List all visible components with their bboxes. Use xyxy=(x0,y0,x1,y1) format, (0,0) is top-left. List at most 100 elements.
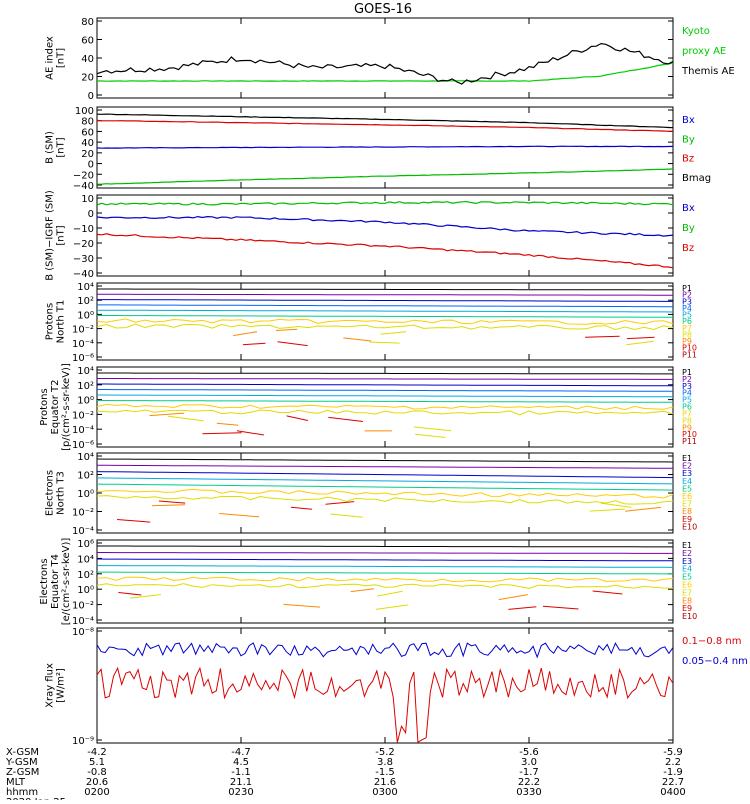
legend-label: P1 xyxy=(682,284,692,293)
y-tick-label: 20 xyxy=(81,73,94,84)
noisy-channel-segment xyxy=(330,513,363,518)
legend-label: P6 xyxy=(682,317,692,326)
channel-line xyxy=(97,288,673,291)
y-tick-label: 10² xyxy=(77,296,94,307)
field-series-line xyxy=(96,113,674,129)
y-tick-label: 10⁻⁹ xyxy=(72,736,94,747)
noisy-channel-segment xyxy=(343,337,372,342)
footer-value: -1.1 xyxy=(231,767,251,778)
footer-value: 0400 xyxy=(660,787,685,798)
legend-label: P9 xyxy=(682,423,692,432)
legend-label: E1 xyxy=(682,454,692,463)
y-axis-label: Electrons xyxy=(39,558,50,604)
noisy-channel-segment xyxy=(375,604,409,610)
legend-label: 0.1−0.8 nm xyxy=(682,636,741,647)
noisy-channel-segment xyxy=(542,605,579,610)
y-tick-label: 10⁻⁶ xyxy=(72,440,94,451)
y-tick-label: 10 xyxy=(81,194,94,205)
noisy-channel-segment xyxy=(508,606,537,610)
legend-label: 0.05−0.4 nm xyxy=(682,656,748,667)
y-axis-label: Xray flux xyxy=(45,663,56,708)
legend-label: By xyxy=(682,134,695,145)
legend-label: Bmag xyxy=(682,173,711,184)
legend-label: E3 xyxy=(682,469,692,478)
footer-value: 2.2 xyxy=(665,757,681,768)
legend-label: E8 xyxy=(682,596,692,605)
noisy-channel-segment xyxy=(600,502,632,508)
y-tick-label: 10⁰ xyxy=(77,310,94,321)
y-tick-label: 10⁻² xyxy=(72,325,94,336)
legend-label: Bz xyxy=(682,243,694,254)
y-tick-label: 10² xyxy=(77,570,94,581)
channel-line xyxy=(97,552,673,554)
legend-label: P5 xyxy=(682,396,692,405)
y-tick-label: −30 xyxy=(73,254,94,265)
legend-label: E2 xyxy=(682,549,692,558)
noisy-channel-segment xyxy=(415,433,446,438)
channel-line xyxy=(96,477,674,485)
footer-row-label: MLT xyxy=(6,777,26,788)
channel-line xyxy=(97,571,673,575)
field-series-line xyxy=(96,119,674,132)
noisy-channel-segment xyxy=(589,508,625,512)
y-tick-label: 10⁰ xyxy=(77,489,94,500)
panel-8: 10⁻⁸ 10⁻⁹ Xray flux [W/m²] 0.1−0.8 nm 0.05−0.… xyxy=(45,627,748,747)
noisy-channel-segment xyxy=(626,340,654,346)
footer-value: 22.2 xyxy=(518,777,540,788)
footer-value: 20.6 xyxy=(86,777,108,788)
panel-3: 10 0 −10 −20 −30 −40 B (SM)−IGRF (SM) [nT] Bx By B… xyxy=(45,190,695,281)
y-axis-label: [e/(cm²-s-sr-keV)] xyxy=(61,538,72,626)
footer-value: 3.8 xyxy=(377,757,393,768)
legend-label: E9 xyxy=(682,604,692,613)
noisy-channel-segment xyxy=(328,416,363,422)
legend-label: P5 xyxy=(682,311,692,320)
legend-label: P11 xyxy=(682,437,697,446)
footer-value: 0230 xyxy=(228,787,253,798)
panel-5: 10⁴ 10² 10⁰ 10⁻² 10⁻⁴ 10⁻⁶ Protons Equator T2 [p… xyxy=(39,363,697,451)
noisy-channel-segment xyxy=(626,336,655,340)
channel-line xyxy=(96,576,674,583)
noisy-channel-segment xyxy=(377,590,403,597)
y-tick-label: 10² xyxy=(77,471,94,482)
y-tick-label: −40 xyxy=(73,181,94,192)
y-tick-label: −10 xyxy=(73,224,94,235)
footer-value: -1.7 xyxy=(519,767,539,778)
y-tick-label: 10⁻⁸ xyxy=(72,627,94,638)
y-tick-label: 10⁴ xyxy=(77,282,94,293)
noisy-channel-segment xyxy=(380,331,407,335)
channel-line xyxy=(96,409,674,416)
legend-label: E2 xyxy=(682,462,692,471)
channel-line xyxy=(97,299,673,302)
legend-label: P2 xyxy=(682,375,692,384)
legend-label: Kyoto xyxy=(682,26,710,37)
channel-line xyxy=(96,583,674,589)
noisy-channel-segment xyxy=(242,342,266,346)
legend-label: P3 xyxy=(682,297,692,306)
y-axis-label: North T1 xyxy=(56,300,67,344)
y-tick-label: 10⁰ xyxy=(77,396,94,407)
noisy-channel-segment xyxy=(168,415,204,422)
y-tick-label: 10⁻⁴ xyxy=(72,526,94,537)
ae-series-line xyxy=(97,62,674,82)
footer-value: 21.1 xyxy=(230,777,252,788)
footer-value: 3.0 xyxy=(521,757,537,768)
noisy-channel-segment xyxy=(283,603,321,608)
y-tick-label: 60 xyxy=(81,36,94,47)
y-tick-label: 10⁴ xyxy=(77,452,94,463)
y-axis-label: [nT] xyxy=(56,137,67,157)
field-series-line xyxy=(96,215,674,237)
noisy-channel-segment xyxy=(413,426,452,432)
legend-label: E4 xyxy=(682,565,692,574)
panel-7: 10⁶ 10⁴ 10² 10⁰ 10⁻² 10⁻⁴ Electrons Equator T4[… xyxy=(39,538,697,627)
y-tick-label: 100 xyxy=(75,106,94,117)
legend-label: P3 xyxy=(682,382,692,391)
footer-value: -5.6 xyxy=(519,747,539,758)
footer-row-label: X-GSM xyxy=(6,747,39,758)
channel-line xyxy=(96,495,674,505)
noisy-channel-segment xyxy=(149,412,185,417)
panel-frame xyxy=(96,17,674,99)
panel-6: 10⁴ 10² 10⁰ 10⁻² 10⁻⁴ Electrons North T3 E1E2E3… xyxy=(45,452,698,537)
channel-line xyxy=(97,464,674,469)
channel-line xyxy=(97,293,673,296)
